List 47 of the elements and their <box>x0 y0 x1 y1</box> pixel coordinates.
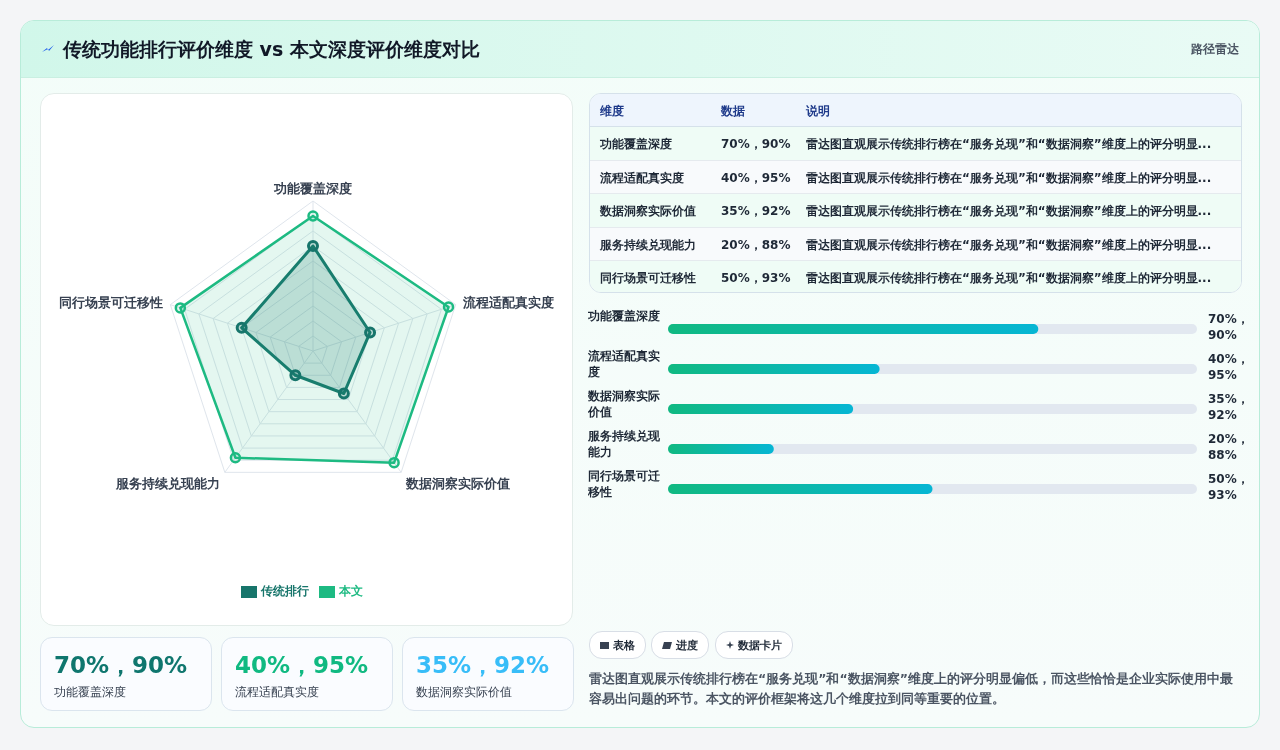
text: 数据卡片 <box>738 637 782 653</box>
spoke-label: 数据洞察实际价值 <box>404 476 510 492</box>
text: 数据 <box>721 103 745 120</box>
spoke-label: 服务持续兑现能力 <box>115 476 221 492</box>
text: 50%，93% <box>721 270 791 287</box>
text: 35%，92% <box>721 204 791 218</box>
text: 70%，90% <box>54 651 188 680</box>
text: 说明 <box>806 103 830 120</box>
text: 40%，95% <box>235 651 369 680</box>
category-label: 服务持续兑现能力 <box>600 237 696 252</box>
data-label: 50%，93% <box>1208 471 1249 503</box>
y-tick-label: 功能覆盖深度 <box>587 309 660 323</box>
y-tick-label: 流程适配真实度 <box>587 349 660 379</box>
spoke-label: 流程适配真实度 <box>462 294 555 310</box>
text: 40%，95% <box>721 170 791 185</box>
category-label: 流程适配真实度 <box>600 170 684 185</box>
chart-title: 传统功能排行评价维度 vs 本文深度评价维度对比 <box>63 37 480 62</box>
data-label: 70%，90% <box>1208 311 1249 343</box>
text: 雷达图直观展示传统排行榜在“服务兑现”和“数据洞察”维度上的评分明显... <box>806 137 1212 151</box>
category-label: 数据洞察实际价值 <box>600 204 696 218</box>
data-label: 20%，88% <box>1208 431 1249 463</box>
category-label: 同行场景可迁移性 <box>600 271 696 285</box>
category-label: 功能覆盖深度 <box>54 685 126 699</box>
category-label: 数据洞察实际价值 <box>416 685 512 699</box>
text: 表格 <box>613 637 635 653</box>
text: 维度 <box>600 103 624 120</box>
category-label: 功能覆盖深度 <box>600 137 672 151</box>
text: 雷达图直观展示传统排行榜在“服务兑现”和“数据洞察”维度上的评分明显... <box>806 271 1212 285</box>
text: 雷达图直观展示传统排行榜在“服务兑现”和“数据洞察”维度上的评分明显... <box>806 237 1212 252</box>
text: 70%，90% <box>721 137 791 151</box>
data-label: 40%，95% <box>1208 351 1249 383</box>
category-label: 流程适配真实度 <box>235 685 319 699</box>
text: 雷达图直观展示传统排行榜在“服务兑现”和“数据洞察”维度上的评分明显... <box>806 169 1212 187</box>
y-tick-label: 同行场景可迁移性 <box>587 469 660 499</box>
data-label: 35%，92% <box>1208 391 1249 423</box>
text: 进度 <box>676 637 698 653</box>
legend-label: 本文 <box>338 584 363 598</box>
text: 35%，92% <box>416 651 550 680</box>
spoke-label: 功能覆盖深度 <box>273 181 352 196</box>
text: 20%，88% <box>721 236 791 254</box>
spoke-label: 同行场景可迁移性 <box>58 294 163 310</box>
y-tick-label: 服务持续兑现能力 <box>587 429 661 459</box>
text: 雷达图直观展示传统排行榜在“服务兑现”和“数据洞察”维度上的评分明显... <box>806 204 1212 218</box>
text: 路径雷达 <box>1191 41 1239 58</box>
legend-label: 传统排行 <box>260 584 309 598</box>
text: 雷达图直观展示传统排行榜在“服务兑现”和“数据洞察”维度上的评分明显偏低，而这些恰恰是企业实际使用中最容易出问题的环节。本文的评价框架将这几个维度拉到同等重要的位置。 <box>589 670 1234 708</box>
y-tick-label: 数据洞察实际价值 <box>587 389 660 419</box>
